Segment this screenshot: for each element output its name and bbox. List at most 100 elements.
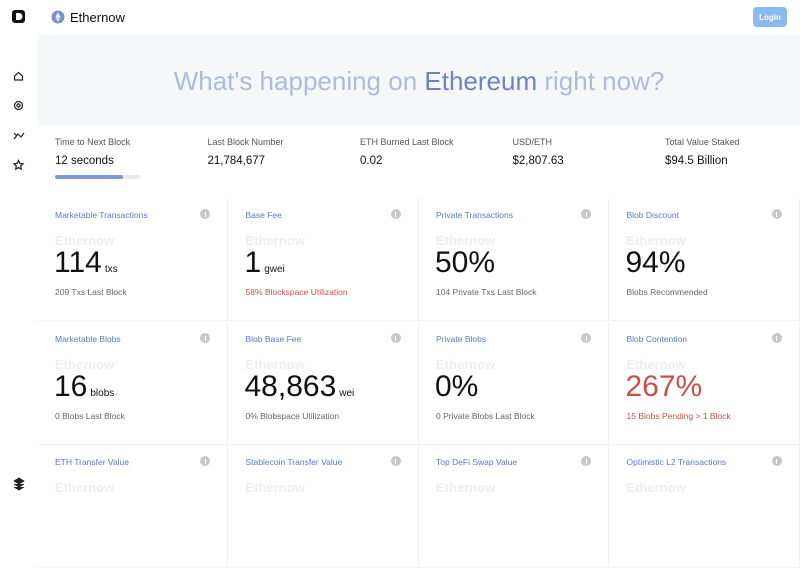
stat: ETH Burned Last Block 0.02 xyxy=(360,137,510,167)
metric-card: Marketable Transactions Ethernow 114 txs 209… xyxy=(38,198,228,321)
watermark: Ethernow xyxy=(436,356,496,372)
info-icon[interactable] xyxy=(390,332,401,343)
info-icon[interactable] xyxy=(200,456,210,466)
card-value: 50% xyxy=(435,246,495,280)
info-icon[interactable] xyxy=(771,209,782,219)
card-label: Top DeFi Swap Value xyxy=(436,457,518,467)
metric-card: Private Transactions Ethernow 50% 104 Priva… xyxy=(419,198,609,321)
card-label: Marketable Transactions xyxy=(55,210,148,220)
card-value: 1 gwei xyxy=(245,246,285,280)
stat: Time to Next Block 12 seconds xyxy=(55,137,205,167)
card-value: 16 blobs xyxy=(54,370,114,404)
metric-card: Blob Discount Ethernow 94% Blobs Recommende… xyxy=(609,198,800,321)
layers-icon[interactable] xyxy=(13,477,25,491)
hero-title-emphasis: Ethereum xyxy=(424,66,538,96)
info-icon[interactable] xyxy=(771,332,782,343)
stats-row: Time to Next Block 12 seconds Last Block N… xyxy=(38,126,800,198)
card-label: Private Blobs xyxy=(436,333,487,344)
watermark: Ethernow xyxy=(245,480,305,495)
card-subtitle: 0 Blobs Last Block xyxy=(55,410,125,421)
stat-label: USD/ETH xyxy=(512,137,553,147)
card-subtitle: 0 Private Blobs Last Block xyxy=(436,410,535,421)
info-icon[interactable] xyxy=(581,332,591,343)
card-label: Blob Contention xyxy=(626,333,688,344)
card-value-number: 94% xyxy=(625,246,686,279)
card-value: 94% xyxy=(626,246,686,280)
card-unit: gwei xyxy=(264,264,285,275)
info-icon[interactable] xyxy=(581,209,591,219)
topbar: Ethernow Login xyxy=(38,0,800,34)
hero-title: What's happening on Ethereum right now? xyxy=(38,66,800,97)
stat-value: $94.5 Billion xyxy=(665,155,728,167)
watermark: Ethernow xyxy=(436,233,496,248)
hero-title-text: What's happening on xyxy=(173,66,425,96)
nav-icons[interactable] xyxy=(12,71,25,171)
card-value: 48,863 wei xyxy=(245,370,355,404)
watermark: Ethernow xyxy=(55,480,115,495)
progress-fill xyxy=(55,175,123,179)
sidebar-icons xyxy=(12,10,25,491)
hero-title-text: right now? xyxy=(537,66,665,96)
brand-name: Ethernow xyxy=(70,10,125,25)
watermark: Ethernow xyxy=(55,356,115,372)
metric-card: Blob Contention Ethernow 267% 15 Blobs Pend… xyxy=(609,321,800,445)
watermark: Ethernow xyxy=(245,233,305,248)
metric-card: ETH Transfer Value Ethernow xyxy=(38,445,228,568)
card-label: Marketable Blobs xyxy=(55,333,121,344)
card-unit: wei xyxy=(339,387,355,399)
card-value-number: 267% xyxy=(625,369,703,403)
info-icon[interactable] xyxy=(390,456,401,466)
info-icon[interactable] xyxy=(390,209,401,219)
watermark: Ethernow xyxy=(626,233,686,248)
card-value-number: 1 xyxy=(244,246,262,279)
hero: What's happening on Ethereum right now? xyxy=(38,34,800,126)
card-value: 267% xyxy=(626,370,703,404)
login-button[interactable]: Login xyxy=(753,7,787,27)
info-icon[interactable] xyxy=(581,456,591,466)
watermark: Ethernow xyxy=(245,356,305,372)
stat-label: ETH Burned Last Block xyxy=(360,137,454,147)
stat: USD/ETH $2,807.63 xyxy=(513,137,663,167)
stat-label: Last Block Number xyxy=(207,137,284,147)
stat-value: 21,784,677 xyxy=(207,155,266,167)
metric-card: Private Blobs Ethernow 0% 0 Private Blobs L… xyxy=(419,321,609,445)
card-value-number: 0% xyxy=(435,369,479,403)
metric-card: Top DeFi Swap Value Ethernow xyxy=(419,445,609,568)
eth-icon xyxy=(51,10,65,24)
info-icon[interactable] xyxy=(771,456,782,466)
info-icon[interactable] xyxy=(200,332,210,343)
info-icon[interactable] xyxy=(200,209,210,219)
watermark: Ethernow xyxy=(436,480,496,495)
card-subtitle: 58% Blockspace Utilization xyxy=(245,287,348,297)
watermark: Ethernow xyxy=(626,356,686,372)
stat-value: 12 seconds xyxy=(55,155,114,167)
card-label: ETH Transfer Value xyxy=(55,457,130,467)
metric-card: Base Fee Ethernow 1 gwei 58% Blockspace Util… xyxy=(228,198,419,321)
watermark: Ethernow xyxy=(626,480,686,495)
metric-card: Marketable Blobs Ethernow 16 blobs 0 Blobs L… xyxy=(38,321,228,445)
stat: Total Value Staked $94.5 Billion xyxy=(665,137,800,167)
sidebar xyxy=(0,0,38,500)
metric-card: Optimistic L2 Transactions Ethernow xyxy=(609,445,800,568)
card-value-number: 50% xyxy=(435,246,496,279)
metric-card: Stablecoin Transfer Value Ethernow xyxy=(228,445,419,568)
card-label: Stablecoin Transfer Value xyxy=(245,457,343,467)
card-subtitle: 15 Blobs Pending > 1 Block xyxy=(626,410,731,421)
card-subtitle: Blobs Recommended xyxy=(626,287,708,297)
card-subtitle: 104 Private Txs Last Block xyxy=(436,287,537,297)
card-value-number: 48,863 xyxy=(244,369,337,403)
card-label: Blob Discount xyxy=(626,210,679,220)
progress-bar xyxy=(55,175,140,179)
card-value: 0% xyxy=(435,370,478,404)
stat-label: Time to Next Block xyxy=(55,137,131,147)
card-label: Optimistic L2 Transactions xyxy=(626,457,727,467)
watermark: Ethernow xyxy=(55,233,115,248)
stat-value: $2,807.63 xyxy=(512,155,564,167)
card-label: Blob Base Fee xyxy=(245,333,302,344)
card-label: Private Transactions xyxy=(436,210,514,220)
stat-value: 0.02 xyxy=(360,155,383,167)
card-unit: blobs xyxy=(90,387,115,399)
card-value: 114 txs xyxy=(54,246,118,280)
stat: Last Block Number 21,784,677 xyxy=(208,137,358,167)
